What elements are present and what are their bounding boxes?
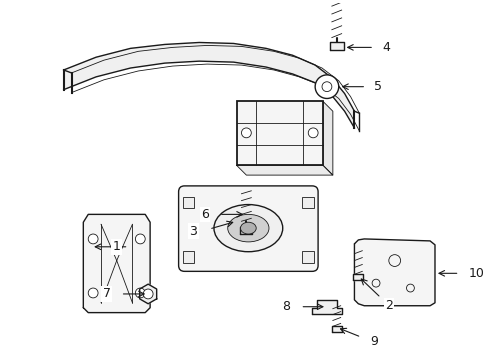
Circle shape — [322, 82, 331, 91]
Ellipse shape — [227, 215, 268, 242]
Polygon shape — [354, 239, 434, 306]
Text: 1: 1 — [113, 240, 121, 253]
Circle shape — [88, 288, 98, 298]
Text: 2: 2 — [384, 299, 392, 312]
Text: 3: 3 — [189, 225, 197, 238]
Polygon shape — [236, 165, 332, 175]
Polygon shape — [63, 42, 354, 128]
Text: 5: 5 — [373, 80, 381, 93]
Text: 6: 6 — [201, 208, 209, 221]
Polygon shape — [83, 215, 150, 312]
Polygon shape — [323, 102, 332, 175]
Text: 10: 10 — [468, 267, 483, 280]
Text: 4: 4 — [381, 41, 389, 54]
Circle shape — [135, 288, 145, 298]
FancyBboxPatch shape — [178, 186, 317, 271]
Polygon shape — [140, 284, 156, 304]
Ellipse shape — [240, 222, 256, 234]
Bar — [236, 102, 323, 165]
Text: 8: 8 — [282, 300, 290, 313]
Bar — [182, 197, 194, 208]
Circle shape — [88, 234, 98, 244]
Polygon shape — [240, 227, 252, 234]
Bar — [302, 251, 313, 262]
Circle shape — [388, 255, 400, 266]
Text: 7: 7 — [102, 287, 111, 301]
Circle shape — [143, 289, 153, 299]
Circle shape — [406, 284, 413, 292]
Bar — [302, 197, 313, 208]
Polygon shape — [331, 327, 341, 332]
Text: 9: 9 — [369, 334, 377, 348]
Circle shape — [307, 128, 317, 138]
Circle shape — [314, 75, 338, 99]
Circle shape — [371, 279, 379, 287]
Polygon shape — [329, 42, 343, 50]
Ellipse shape — [214, 204, 282, 252]
Circle shape — [241, 128, 251, 138]
Polygon shape — [311, 300, 341, 314]
Circle shape — [135, 234, 145, 244]
Polygon shape — [353, 274, 363, 280]
Bar — [182, 251, 194, 262]
